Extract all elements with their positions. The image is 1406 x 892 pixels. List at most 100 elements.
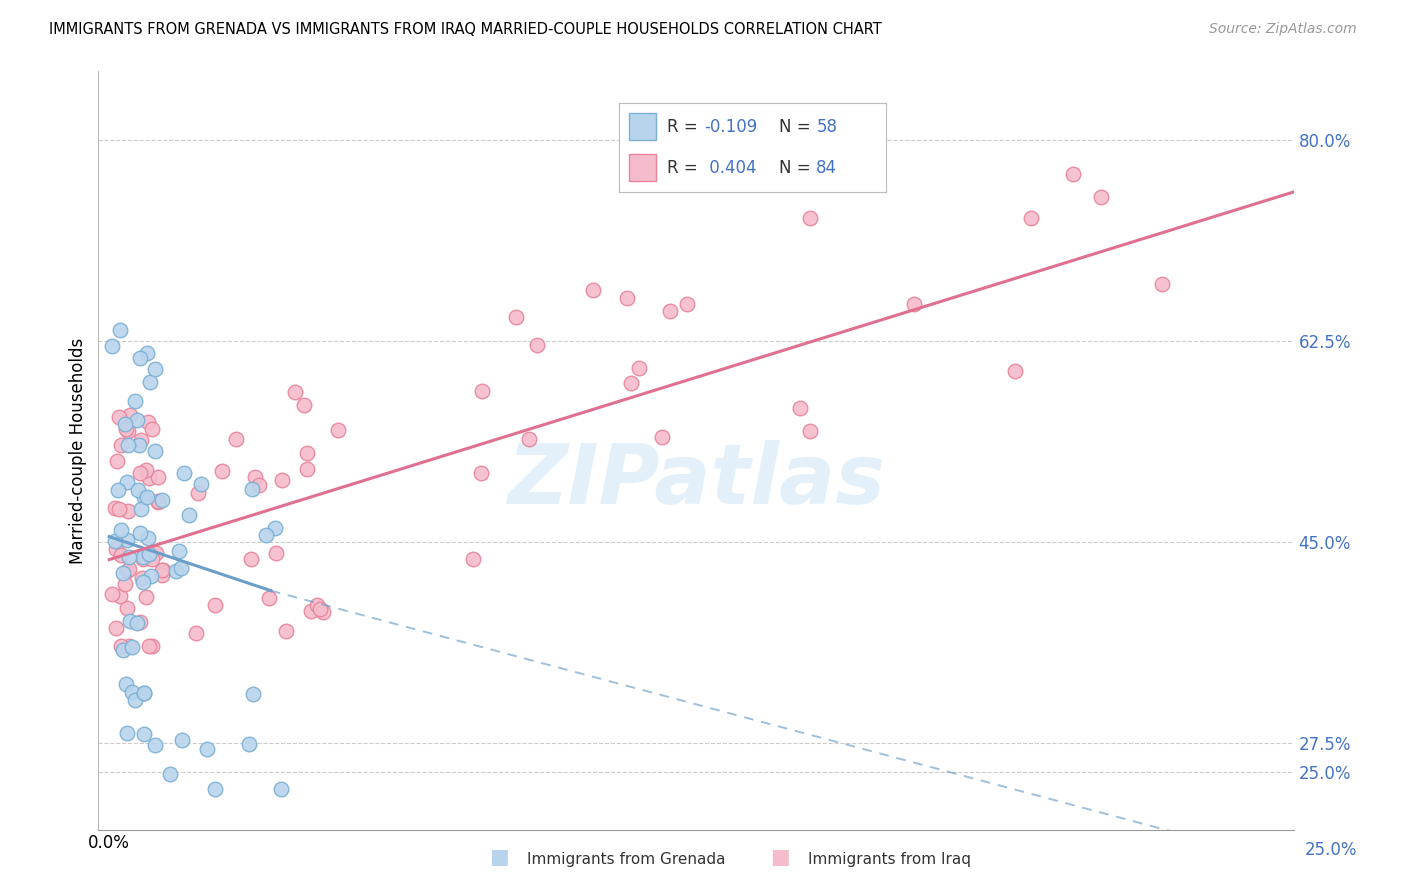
Point <box>115 676 138 690</box>
Point <box>138 471 160 485</box>
Text: ■: ■ <box>489 847 509 867</box>
Point <box>138 639 160 653</box>
Text: ■: ■ <box>770 847 790 867</box>
Point <box>505 310 527 324</box>
Point <box>312 605 335 619</box>
Point <box>526 338 548 352</box>
Point <box>132 686 155 700</box>
Point <box>295 446 318 460</box>
Point <box>169 544 191 558</box>
Point <box>270 782 292 797</box>
Point <box>1152 277 1174 292</box>
Point <box>263 521 285 535</box>
Point <box>254 528 277 542</box>
Point <box>124 394 146 409</box>
Point <box>211 465 233 479</box>
Point <box>108 589 131 603</box>
Point <box>136 490 159 504</box>
Point <box>115 422 138 436</box>
Text: 25.0%: 25.0% <box>1305 840 1357 859</box>
Point <box>104 500 127 515</box>
Point <box>172 732 194 747</box>
Point <box>1004 364 1026 378</box>
Point <box>295 462 318 476</box>
Point <box>129 501 152 516</box>
Point <box>138 376 160 390</box>
Text: -0.109: -0.109 <box>704 118 758 136</box>
Point <box>165 564 187 578</box>
Point <box>136 346 159 360</box>
Point <box>138 547 160 561</box>
Point <box>1019 211 1042 225</box>
Point <box>582 284 605 298</box>
Bar <box>630 154 657 181</box>
Point <box>132 575 155 590</box>
Point <box>620 376 643 391</box>
Point <box>470 466 492 480</box>
Point <box>125 413 148 427</box>
Point <box>177 508 200 522</box>
Point <box>799 425 821 439</box>
Point <box>517 433 540 447</box>
Point <box>134 726 156 740</box>
Point <box>136 531 159 545</box>
Point <box>150 568 173 582</box>
Point <box>799 211 821 226</box>
Text: Immigrants from Iraq: Immigrants from Iraq <box>808 852 972 867</box>
Text: IMMIGRANTS FROM GRENADA VS IMMIGRANTS FROM IRAQ MARRIED-COUPLE HOUSEHOLDS CORREL: IMMIGRANTS FROM GRENADA VS IMMIGRANTS FR… <box>49 22 882 37</box>
Point <box>135 591 157 605</box>
Point <box>129 351 152 365</box>
Point <box>134 686 156 700</box>
Point <box>152 564 174 578</box>
Point <box>616 291 638 305</box>
Point <box>141 422 163 436</box>
Point <box>1090 190 1112 204</box>
Point <box>110 437 132 451</box>
Point <box>110 523 132 537</box>
Point <box>107 410 129 425</box>
Point <box>264 546 287 560</box>
Point <box>159 766 181 780</box>
Text: N =: N = <box>779 118 815 136</box>
Point <box>141 552 163 566</box>
Point <box>270 473 292 487</box>
Point <box>150 493 173 508</box>
Point <box>204 598 226 612</box>
Text: 58: 58 <box>817 118 838 136</box>
Point <box>124 693 146 707</box>
Point <box>118 562 141 576</box>
Point <box>118 550 141 565</box>
Point <box>292 399 315 413</box>
Point <box>461 552 484 566</box>
Point <box>326 423 349 437</box>
Point <box>651 430 673 444</box>
Point <box>129 466 152 480</box>
Point <box>112 566 135 580</box>
Point <box>247 477 270 491</box>
Y-axis label: Married-couple Households: Married-couple Households <box>69 337 87 564</box>
Text: Source: ZipAtlas.com: Source: ZipAtlas.com <box>1209 22 1357 37</box>
Point <box>146 494 169 508</box>
Point <box>274 624 297 638</box>
Point <box>132 550 155 565</box>
Point <box>118 614 141 628</box>
Point <box>115 475 138 490</box>
Point <box>132 490 155 504</box>
Point <box>187 485 209 500</box>
Point <box>658 304 681 318</box>
Point <box>127 483 149 497</box>
Point <box>101 339 124 353</box>
Point <box>789 401 811 415</box>
Point <box>471 384 494 398</box>
Point <box>118 408 141 422</box>
Point <box>1062 168 1084 182</box>
Point <box>309 602 332 616</box>
Point <box>115 725 138 739</box>
Point <box>146 495 169 509</box>
Point <box>128 438 150 452</box>
Point <box>225 432 247 446</box>
Point <box>111 643 134 657</box>
Point <box>284 385 307 400</box>
Point <box>108 323 131 337</box>
Point <box>121 640 143 654</box>
